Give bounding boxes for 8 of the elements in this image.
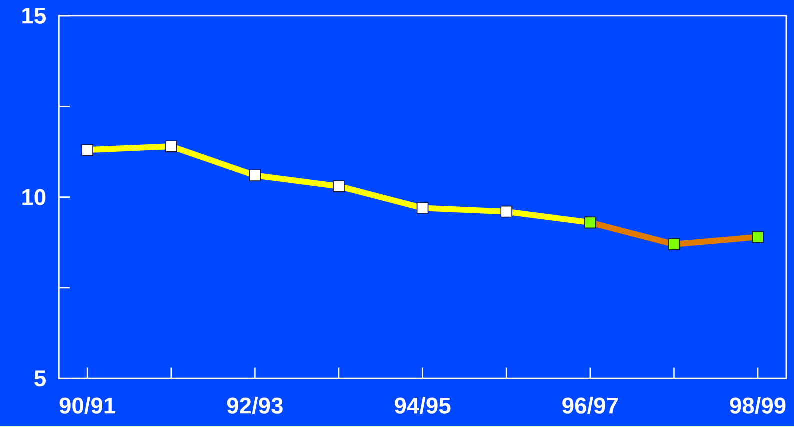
y-tick-label: 5 [34, 370, 46, 387]
x-tick-label: 90/91 [60, 397, 116, 414]
x-tick-label: 94/95 [395, 397, 451, 414]
y-tick-label: 10 [22, 189, 46, 206]
x-tick-label: 96/97 [562, 397, 618, 414]
x-tick-label: 98/99 [730, 397, 786, 414]
x-tick-label: 92/93 [227, 397, 283, 414]
y-tick-label: 15 [22, 8, 46, 24]
